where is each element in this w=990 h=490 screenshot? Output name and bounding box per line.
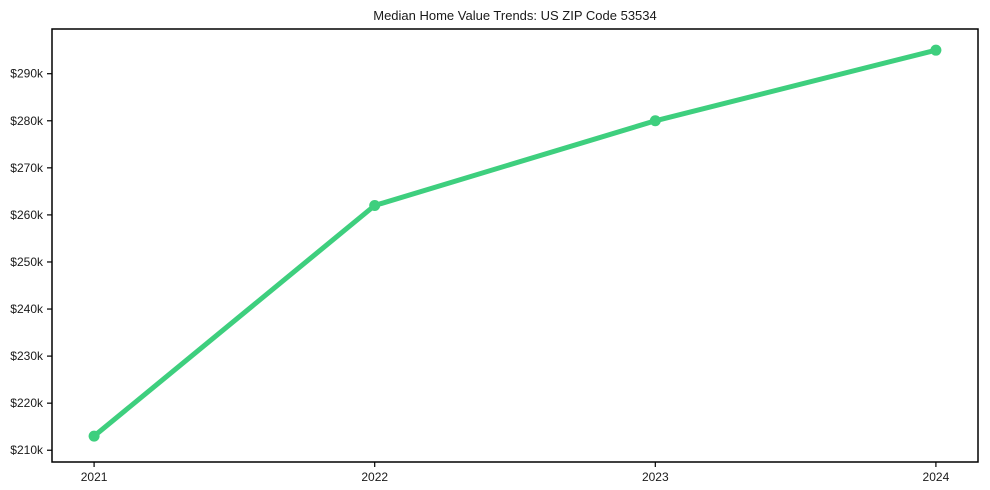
trend-line [91,47,939,439]
y-axis-tick-label: $280k [10,114,44,128]
data-point-marker [930,44,942,56]
data-point-marker [88,430,100,442]
x-axis-tick-label: 2021 [81,470,108,484]
y-axis-tick-label: $220k [10,396,44,410]
y-axis-tick-label: $210k [10,443,44,457]
x-axis-tick-label: 2024 [923,470,950,484]
y-axis-tick-label: $230k [10,349,44,363]
chart-title: Median Home Value Trends: US ZIP Code 53… [373,8,657,23]
y-axis-tick-label: $270k [10,161,44,175]
x-axis-tick-label: 2023 [642,470,669,484]
y-axis-tick-label: $290k [10,67,44,81]
y-axis-tick-label: $260k [10,208,44,222]
y-axis-tick-label: $240k [10,302,44,316]
data-point-marker [369,199,381,211]
data-point-marker [649,115,661,127]
plot-frame [51,28,979,463]
x-axis-tick-label: 2022 [361,470,388,484]
y-axis-tick-label: $250k [10,255,44,269]
